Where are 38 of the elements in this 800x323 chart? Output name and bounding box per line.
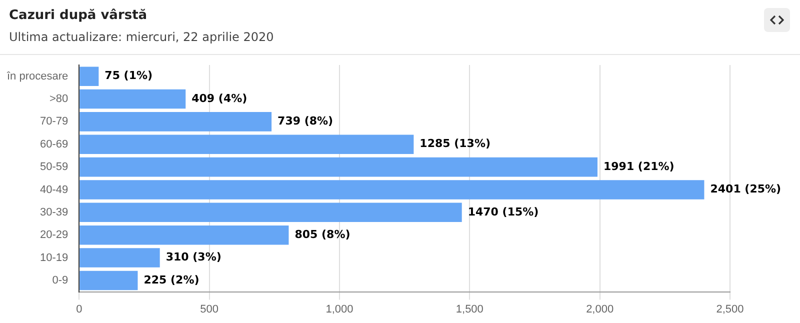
x-tick-label: 1,000 xyxy=(326,303,354,316)
data-label: 1470 (15%) xyxy=(468,205,539,218)
x-tick-label: 0 xyxy=(76,303,82,316)
data-label: 225 (2%) xyxy=(144,273,200,286)
x-tick-label: 500 xyxy=(200,303,218,316)
x-tick-label: 2,500 xyxy=(716,303,744,316)
y-tick-label: 50-59 xyxy=(40,161,68,174)
data-label: 2401 (25%) xyxy=(710,182,782,196)
data-label: 1285 (13%) xyxy=(420,137,491,150)
data-label: 75 (1%) xyxy=(104,69,153,82)
data-label: 1991 (21%) xyxy=(603,160,674,173)
bar xyxy=(80,134,414,154)
data-label: 310 (3%) xyxy=(166,250,222,264)
bar xyxy=(80,66,99,86)
x-tick-label: 2,000 xyxy=(586,303,614,316)
y-tick-label: 40-49 xyxy=(40,184,68,196)
bar xyxy=(80,157,598,177)
data-label: 739 (8%) xyxy=(278,114,334,128)
y-tick-label: 0-9 xyxy=(52,274,68,286)
bar xyxy=(80,202,462,222)
bar xyxy=(80,248,160,268)
y-tick-label: 60-69 xyxy=(40,138,68,150)
y-tick-label: >80 xyxy=(49,93,68,106)
bar xyxy=(80,180,704,200)
y-tick-label: 20-29 xyxy=(40,229,68,242)
x-tick-label: 1,500 xyxy=(456,303,484,316)
bar xyxy=(80,112,272,132)
bar xyxy=(80,225,289,245)
chart-subtitle: Ultima actualizare: miercuri, 22 aprilie 2020 xyxy=(9,30,274,44)
y-tick-label: 10-19 xyxy=(40,252,68,264)
y-tick-label: 30-39 xyxy=(40,206,68,218)
y-tick-label: 70-79 xyxy=(40,116,68,128)
bar xyxy=(80,89,186,109)
bar xyxy=(80,270,138,290)
data-label: 805 (8%) xyxy=(294,228,350,241)
y-tick-label: în procesare xyxy=(6,70,68,82)
data-label: 409 (4%) xyxy=(192,92,248,105)
chart-title: Cazuri după vârstă xyxy=(9,8,148,23)
